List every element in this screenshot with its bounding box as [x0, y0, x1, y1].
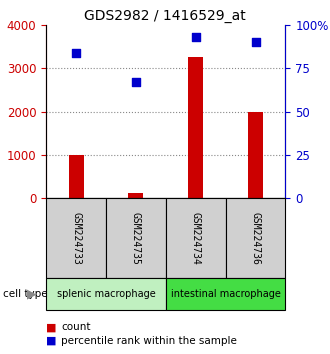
Point [193, 34, 198, 40]
Text: ▶: ▶ [26, 287, 36, 300]
Text: percentile rank within the sample: percentile rank within the sample [61, 336, 237, 346]
Text: GSM224736: GSM224736 [250, 212, 261, 264]
Text: splenic macrophage: splenic macrophage [57, 289, 155, 299]
Point [133, 79, 139, 85]
Text: GSM224734: GSM224734 [191, 212, 201, 264]
Point [74, 50, 79, 55]
Text: GSM224733: GSM224733 [71, 212, 81, 264]
Bar [69, 155, 83, 198]
Text: count: count [61, 322, 90, 332]
Bar [128, 193, 144, 198]
Bar [188, 57, 203, 198]
Text: intestinal macrophage: intestinal macrophage [171, 289, 280, 299]
Text: ■: ■ [46, 336, 57, 346]
Text: ■: ■ [46, 322, 57, 332]
Text: cell type: cell type [3, 289, 48, 299]
Text: GDS2982 / 1416529_at: GDS2982 / 1416529_at [84, 9, 246, 23]
Point [253, 39, 258, 45]
Bar [248, 112, 263, 198]
Text: GSM224735: GSM224735 [131, 212, 141, 264]
